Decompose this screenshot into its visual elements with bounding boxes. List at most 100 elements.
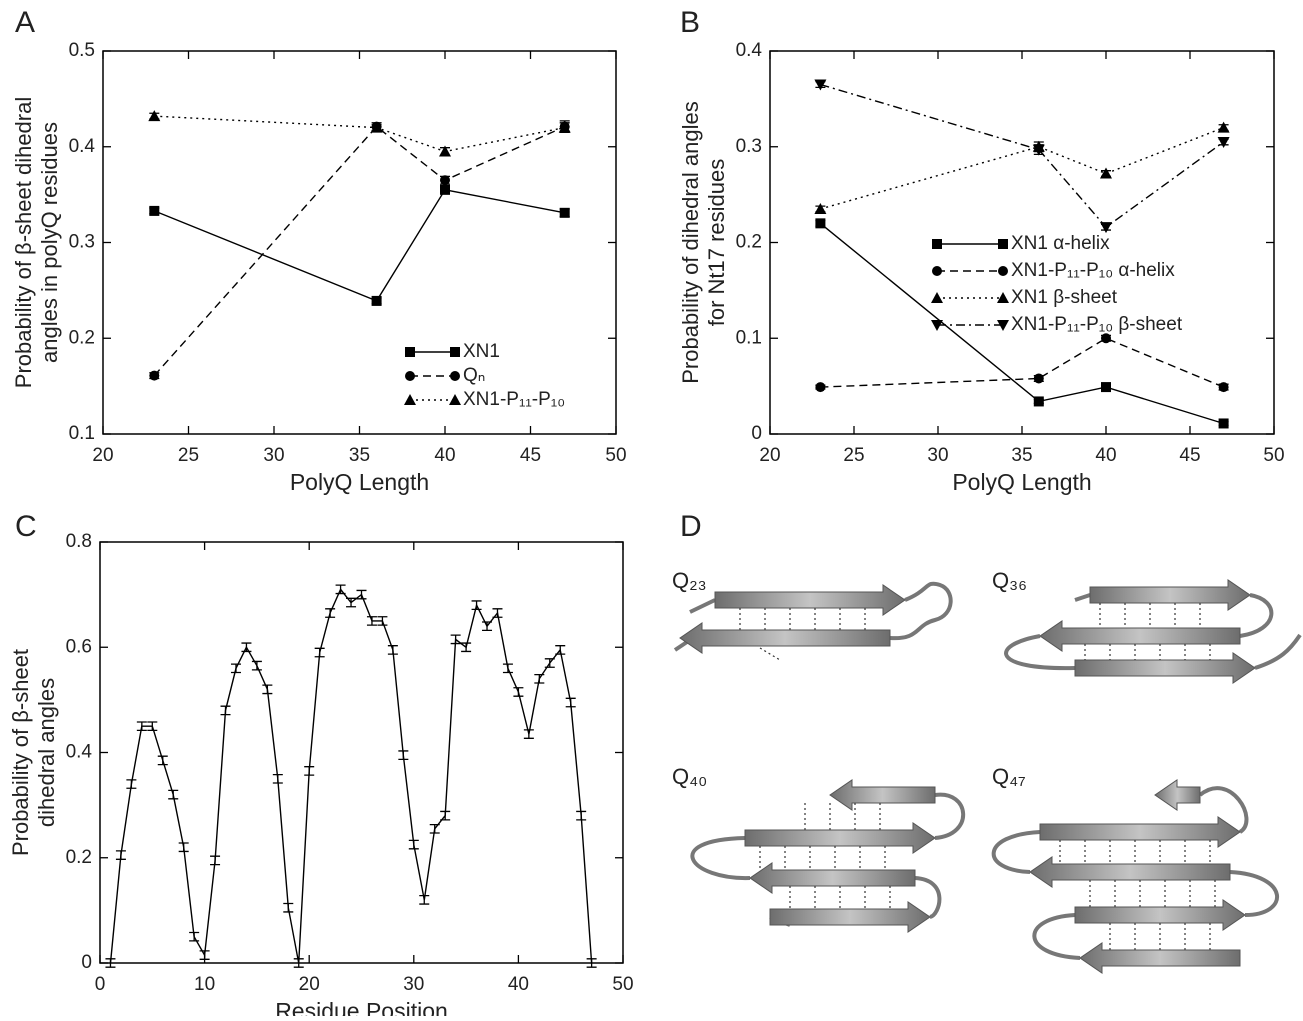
marker — [814, 202, 827, 214]
error-bar — [366, 616, 377, 626]
legend-marker — [998, 239, 1008, 249]
x-axis-label: Residue Position — [275, 998, 448, 1016]
error-bar — [189, 931, 200, 942]
q40-structure — [690, 779, 966, 933]
error-bar — [115, 850, 126, 860]
error-bar — [502, 663, 513, 674]
error-bar — [241, 642, 252, 653]
error-bar — [534, 673, 545, 684]
panel-letter: B — [680, 6, 700, 39]
x-tick-label: 25 — [178, 445, 199, 466]
x-tick-label: 35 — [1011, 445, 1032, 466]
marker — [815, 218, 826, 229]
plot-frame — [99, 541, 624, 964]
marker — [440, 175, 450, 186]
y-tick-label: 0.1 — [736, 327, 762, 348]
series-line — [154, 189, 565, 302]
error-bar — [429, 823, 440, 834]
legend-label: XN1-P₁₁-P₁₀ α-helix — [1011, 260, 1175, 281]
error-bar — [210, 855, 221, 866]
y-tick-label: 0.1 — [69, 423, 95, 444]
error-bar — [408, 839, 419, 850]
legend-marker — [931, 292, 943, 303]
legend-marker — [450, 347, 460, 357]
legend-marker — [932, 239, 942, 249]
error-bar — [136, 721, 147, 732]
x-tick-label: 30 — [403, 974, 424, 995]
y-tick-label: 0 — [81, 952, 92, 973]
error-bar — [168, 789, 179, 800]
error-bar — [544, 658, 555, 668]
error-bar — [230, 663, 241, 674]
x-tick-label: 45 — [1179, 445, 1200, 466]
error-bar — [314, 647, 325, 658]
error-bar — [157, 755, 168, 766]
x-tick-label: 35 — [349, 445, 370, 466]
marker — [1218, 382, 1229, 393]
structure-label: Q₃₆ — [992, 568, 1027, 593]
series-line — [819, 222, 1224, 425]
marker — [1100, 222, 1112, 234]
legend-label: XN1 — [463, 341, 500, 362]
panel-letter: C — [15, 510, 37, 543]
q47-structure — [991, 779, 1280, 974]
y-tick-label: 0.5 — [69, 40, 95, 61]
y-tick-label: 0.3 — [69, 232, 95, 253]
y-tick-label: 0.2 — [66, 847, 92, 868]
y-tick-label: 0 — [751, 423, 762, 444]
x-tick-label: 30 — [263, 445, 284, 466]
error-bar — [565, 697, 576, 708]
panel-letter: D — [680, 510, 702, 543]
marker — [148, 110, 161, 122]
q23-structure — [673, 581, 953, 661]
y-tick-label: 0.4 — [69, 136, 96, 157]
error-bar — [356, 589, 367, 600]
error-bar — [523, 729, 534, 739]
x-tick-label: 30 — [927, 445, 948, 466]
error-bar — [513, 687, 524, 697]
x-tick-label: 0 — [95, 974, 106, 995]
q36-structure — [1004, 579, 1302, 684]
legend-marker — [997, 320, 1009, 331]
error-bar — [262, 684, 273, 695]
x-tick-label: 20 — [759, 445, 780, 466]
legend-marker — [450, 371, 460, 381]
error-bar — [325, 608, 336, 618]
error-bar — [220, 705, 231, 716]
legend-marker — [404, 394, 416, 405]
marker — [1218, 418, 1229, 429]
y-tick-label: 0.4 — [66, 742, 93, 763]
error-bar — [576, 810, 587, 821]
legend-label: XN1 α-helix — [1011, 233, 1110, 254]
marker — [1033, 396, 1044, 407]
series-line — [820, 83, 1225, 229]
error-bar — [398, 750, 409, 760]
error-bar — [492, 608, 503, 618]
legend-marker — [932, 266, 942, 276]
panel-d: D Q₂₃ Q₃₆ Q₄₀ Q₄₇ — [672, 510, 1302, 974]
error-bar — [471, 600, 482, 611]
error-bar — [440, 810, 451, 821]
x-tick-label: 10 — [194, 974, 215, 995]
legend-marker — [931, 320, 943, 331]
y-axis-label: Probability of dihedral angles — [678, 101, 703, 384]
marker — [439, 145, 451, 157]
error-bar — [377, 616, 388, 626]
error-bar — [304, 766, 315, 776]
marker — [370, 121, 383, 133]
marker — [558, 121, 571, 133]
series-line — [820, 126, 1224, 210]
error-bar — [147, 721, 158, 732]
marker — [1101, 333, 1111, 344]
legend-marker — [405, 371, 415, 381]
structure-label: Q₄₇ — [992, 764, 1026, 789]
error-bar — [555, 645, 566, 655]
x-tick-label: 50 — [612, 974, 633, 995]
x-axis-label: PolyQ Length — [290, 469, 429, 495]
error-bar — [335, 584, 346, 595]
error-bar — [105, 958, 116, 968]
x-tick-label: 20 — [299, 974, 320, 995]
y-axis-label: Probability of β-sheet dihedral — [11, 97, 36, 388]
plot-frame — [102, 50, 617, 435]
error-bar — [482, 621, 493, 632]
